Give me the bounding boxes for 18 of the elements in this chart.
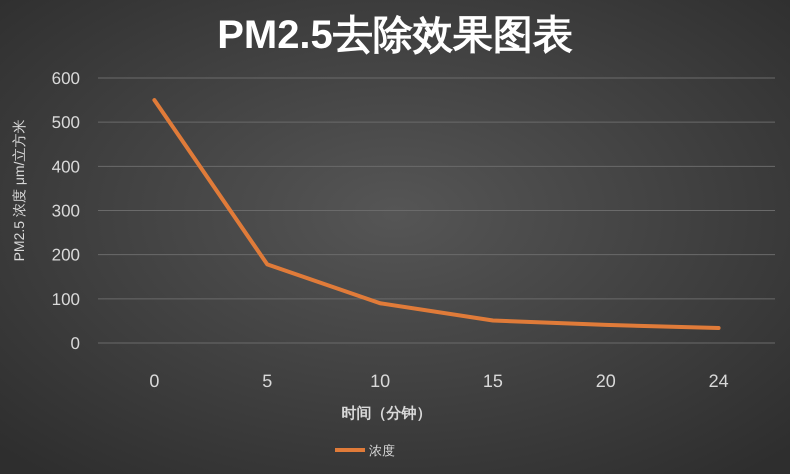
- x-tick-label: 10: [370, 371, 390, 391]
- y-tick-label: 0: [70, 334, 80, 353]
- y-axis-title: PM2.5 浓度 μm/立方米: [11, 120, 27, 262]
- x-tick-label: 24: [708, 371, 729, 391]
- x-tick-label: 20: [596, 371, 616, 391]
- chart-title: PM2.5去除效果图表: [217, 13, 573, 57]
- x-axis-title: 时间（分钟）: [342, 405, 432, 422]
- y-tick-label: 400: [52, 157, 80, 176]
- y-tick-label: 300: [52, 202, 80, 220]
- y-tick-label: 200: [52, 246, 80, 265]
- y-tick-label: 500: [52, 113, 80, 132]
- legend-label: 浓度: [369, 443, 395, 458]
- line-series: [152, 98, 721, 330]
- x-tick-label: 5: [262, 371, 272, 391]
- y-tick-label: 600: [52, 69, 80, 88]
- x-tick-label: 0: [149, 371, 160, 391]
- y-tick-label: 100: [52, 290, 80, 309]
- x-tick-label: 15: [482, 371, 503, 391]
